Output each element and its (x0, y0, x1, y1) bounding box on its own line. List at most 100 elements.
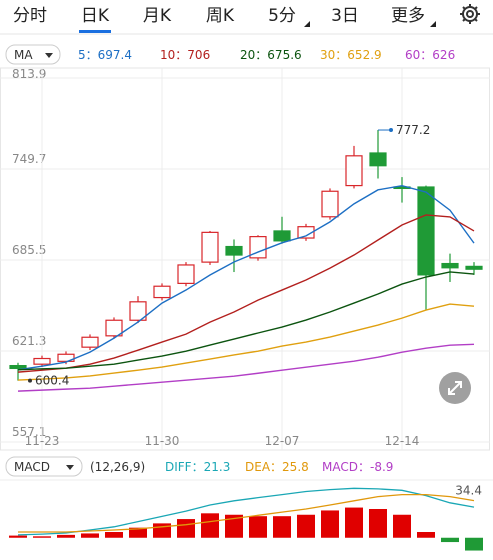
ma-line (17, 343, 475, 392)
ma-legend-name: 5 (78, 48, 86, 62)
candle-body (129, 301, 147, 321)
zoom-button[interactable] (439, 372, 471, 404)
macd-tick-label: 34.4 (455, 483, 482, 497)
ma-legend-value: 706 (187, 48, 210, 62)
macd-bar (273, 516, 291, 538)
macd-legend-value: -8.9 (370, 460, 393, 474)
candle-body (249, 236, 267, 259)
dropdown-arrow (45, 53, 53, 58)
ma-selector-label: MA (14, 48, 33, 62)
macd-bar (225, 514, 243, 538)
candle-body (321, 190, 339, 218)
y-tick-label: 685.5 (12, 243, 46, 257)
ma-legend-entry: 10：706 (160, 48, 210, 62)
candle-body (297, 226, 315, 239)
ma-line (17, 271, 475, 371)
candle-body (81, 336, 99, 348)
y-tick-label: 621.3 (12, 334, 46, 348)
ma-legend-value: 697.4 (98, 48, 132, 62)
ma-line (17, 185, 475, 371)
tab-corner-arrow (304, 21, 310, 27)
candle-body (201, 231, 219, 263)
ma-legend-entry: 30：652.9 (320, 48, 382, 62)
macd-bar (369, 509, 387, 538)
macd-bar (201, 513, 219, 538)
x-tick-label: 11-23 (25, 434, 60, 448)
ma-selector[interactable] (5, 44, 61, 65)
macd-bar (441, 537, 459, 543)
tab-corner-arrow (430, 21, 436, 27)
high-annotation: 777.2 (396, 123, 430, 137)
candle-body (369, 152, 387, 167)
ma-legend-entry: 20：675.6 (240, 48, 302, 62)
ma-legend-separator: ： (175, 48, 187, 62)
ma-legend-separator: ： (86, 48, 98, 62)
macd-bar (345, 507, 363, 538)
macd-bar (249, 516, 267, 538)
macd-bar (177, 519, 195, 538)
macd-legend-value: 21.3 (204, 460, 231, 474)
macd-legend-name: DIFF (165, 460, 192, 474)
macd-legend-separator: ： (358, 460, 370, 474)
ma-legend-name: 30 (320, 48, 335, 62)
high-marker-dot (389, 128, 393, 133)
candle-body (465, 265, 483, 270)
tab[interactable]: 日K (81, 6, 110, 26)
candle-body (345, 155, 363, 187)
active-tab-underline (79, 30, 111, 33)
candle-body (273, 230, 291, 242)
macd-legend-name: MACD (322, 460, 358, 474)
macd-legend-separator: ： (270, 460, 282, 474)
macd-selector-label: MACD (14, 460, 50, 474)
ma-legend-value: 675.6 (267, 48, 301, 62)
tab[interactable]: 5分 (268, 6, 296, 26)
macd-bar (105, 532, 123, 538)
ma-legend-entry: 60：626 (405, 48, 455, 62)
candle-body (33, 357, 51, 365)
macd-bar (465, 537, 483, 551)
candle-body (105, 319, 123, 337)
macd-bar (9, 535, 27, 538)
macd-line (17, 487, 475, 536)
macd-legend-value: 25.8 (282, 460, 309, 474)
ma-legend-entry: 5：697.4 (78, 48, 132, 62)
macd-bar (153, 523, 171, 538)
ma-legend-name: 60 (405, 48, 420, 62)
macd-legend-separator: ： (192, 460, 204, 474)
macd-bar (81, 533, 99, 538)
candle-body (177, 264, 195, 284)
candle-body (417, 186, 435, 276)
x-tick-label: 12-14 (385, 434, 420, 448)
y-tick-label: 557.1 (12, 425, 46, 439)
tab[interactable]: 3日 (331, 6, 359, 26)
macd-bar (57, 534, 75, 538)
candle-body (441, 262, 459, 269)
ma-legend-name: 10 (160, 48, 175, 62)
ma-legend-value: 626 (432, 48, 455, 62)
ma-line (17, 303, 475, 381)
y-tick-label: 813.9 (12, 67, 46, 81)
macd-legend-entry: DEA：25.8 (245, 460, 309, 474)
macd-legend-entry: MACD：-8.9 (322, 460, 393, 474)
y-tick-label: 749.7 (12, 152, 46, 166)
tab[interactable]: 更多 (391, 6, 425, 26)
x-tick-label: 12-07 (265, 434, 300, 448)
settings-icon[interactable] (460, 4, 480, 24)
macd-bar (129, 527, 147, 538)
macd-params: (12,26,9) (90, 460, 145, 474)
ma-legend-separator: ： (335, 48, 347, 62)
macd-bar (321, 510, 339, 538)
tab[interactable]: 分时 (13, 6, 47, 26)
low-marker-dot (28, 378, 32, 383)
ma-legend-value: 652.9 (347, 48, 381, 62)
macd-selector[interactable] (5, 456, 83, 477)
macd-line (18, 493, 475, 533)
candle-body (225, 245, 243, 256)
ma-legend-name: 20 (240, 48, 255, 62)
candle-body (9, 364, 27, 370)
tab[interactable]: 月K (143, 6, 172, 26)
tab[interactable]: 周K (206, 6, 235, 26)
macd-bar (393, 514, 411, 538)
